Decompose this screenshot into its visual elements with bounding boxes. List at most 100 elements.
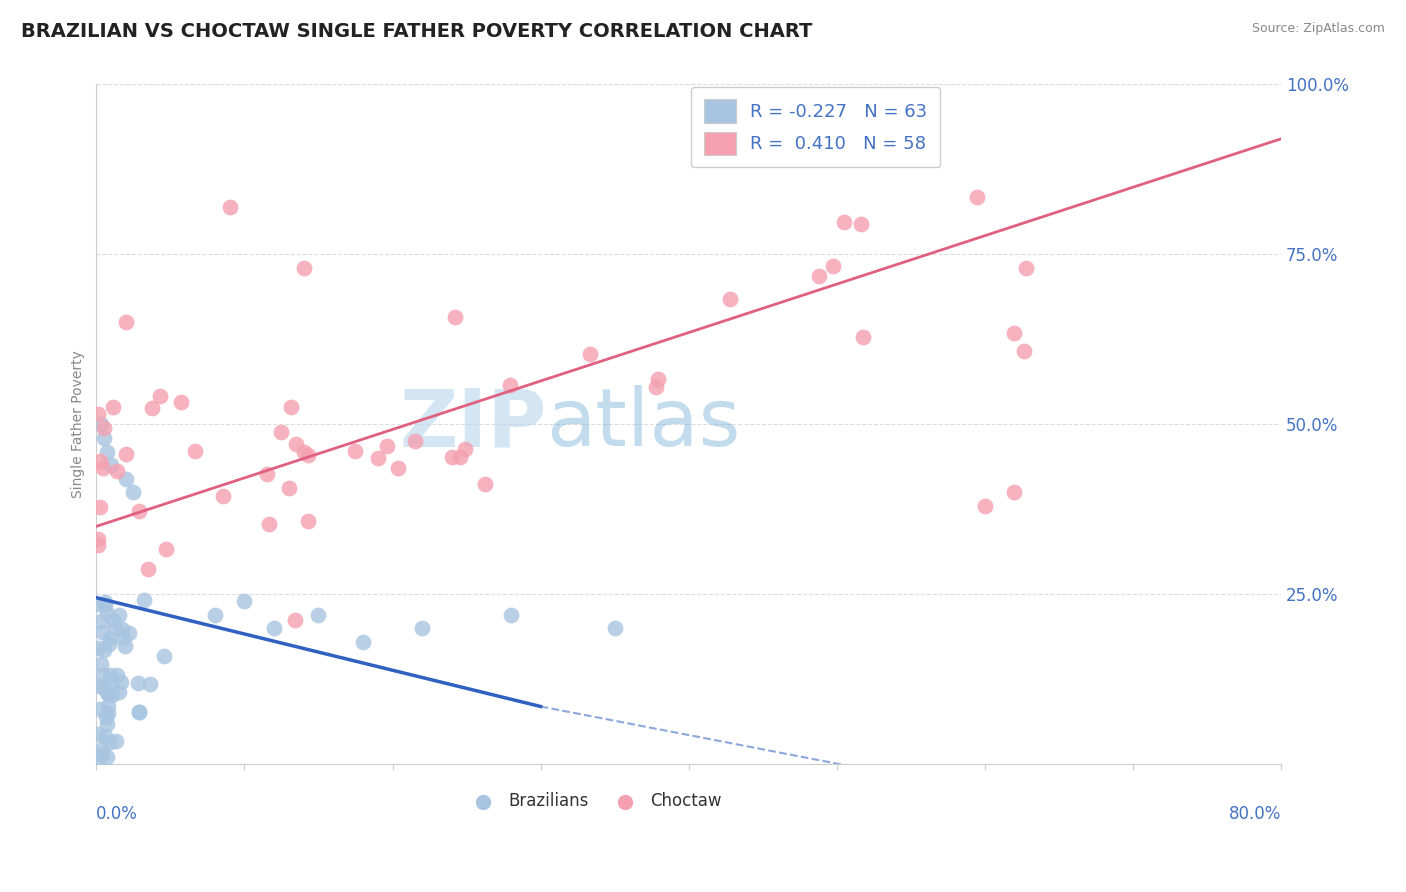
Point [110,674,132,689]
Point [105,734,128,748]
Text: 80.0%: 80.0% [1229,805,1281,823]
Point [278,481,301,495]
Point [644,380,666,394]
Point [153,649,176,664]
Point [411,621,433,635]
Point [93,642,115,657]
Point [91,461,114,475]
Point [283,613,305,627]
Point [115,315,138,329]
Legend: Brazilians, Choctaw: Brazilians, Choctaw [460,786,728,817]
Point [96,717,118,731]
Point [96,444,118,458]
Point [280,401,302,415]
Point [128,705,150,719]
Point [87,757,110,772]
Point [97,687,120,701]
Point [90,614,112,628]
Point [367,451,389,466]
Point [93,598,115,612]
Point [97,687,120,701]
Point [93,421,115,435]
Point [136,562,159,576]
Point [449,450,471,464]
Point [89,500,111,514]
Text: atlas: atlas [547,385,741,463]
Point [87,408,110,422]
Point [204,607,226,622]
Point [111,622,134,636]
Point [579,346,602,360]
Point [352,635,374,649]
Point [115,447,138,461]
Point [101,688,124,702]
Point [138,677,160,691]
Point [105,464,128,478]
Text: ZIP: ZIP [399,385,547,463]
Point [1014,344,1036,359]
Point [108,685,131,699]
Text: Source: ZipAtlas.com: Source: ZipAtlas.com [1251,22,1385,36]
Point [233,594,256,608]
Point [292,260,315,275]
Point [90,417,112,432]
Point [603,621,626,635]
Point [104,621,127,635]
Point [184,443,207,458]
Point [96,750,118,764]
Point [852,330,875,344]
Point [344,444,367,458]
Point [96,607,118,621]
Point [308,607,330,622]
Point [375,439,398,453]
Point [87,537,110,551]
Point [100,458,122,472]
Point [720,292,742,306]
Point [87,726,110,740]
Point [170,394,193,409]
Point [292,445,315,459]
Point [440,450,463,465]
Point [89,453,111,467]
Point [108,608,131,623]
Point [823,259,845,273]
Point [128,504,150,518]
Point [444,310,467,325]
Point [387,460,409,475]
Point [98,631,121,645]
Point [97,637,120,651]
Point [128,705,150,719]
Point [93,431,115,445]
Point [404,434,426,448]
Point [100,679,122,693]
Point [141,401,163,415]
Point [849,217,872,231]
Point [87,597,110,611]
Point [101,613,124,627]
Point [1002,326,1025,341]
Point [105,668,128,682]
Point [1015,261,1038,276]
Point [832,215,855,229]
Point [647,372,669,386]
Point [90,657,112,671]
Point [132,593,155,607]
Point [127,676,149,690]
Point [218,200,240,214]
Point [96,698,118,713]
Point [87,679,110,693]
Point [87,532,110,546]
Point [212,489,235,503]
Point [263,621,285,635]
Point [122,485,145,500]
Point [454,442,477,457]
Point [89,702,111,716]
Text: BRAZILIAN VS CHOCTAW SINGLE FATHER POVERTY CORRELATION CHART: BRAZILIAN VS CHOCTAW SINGLE FATHER POVER… [21,22,813,41]
Point [97,706,120,721]
Point [808,269,831,284]
Point [973,499,995,513]
Point [297,514,319,528]
Y-axis label: Single Father Poverty: Single Father Poverty [72,351,86,499]
Point [91,748,114,763]
Point [94,595,117,609]
